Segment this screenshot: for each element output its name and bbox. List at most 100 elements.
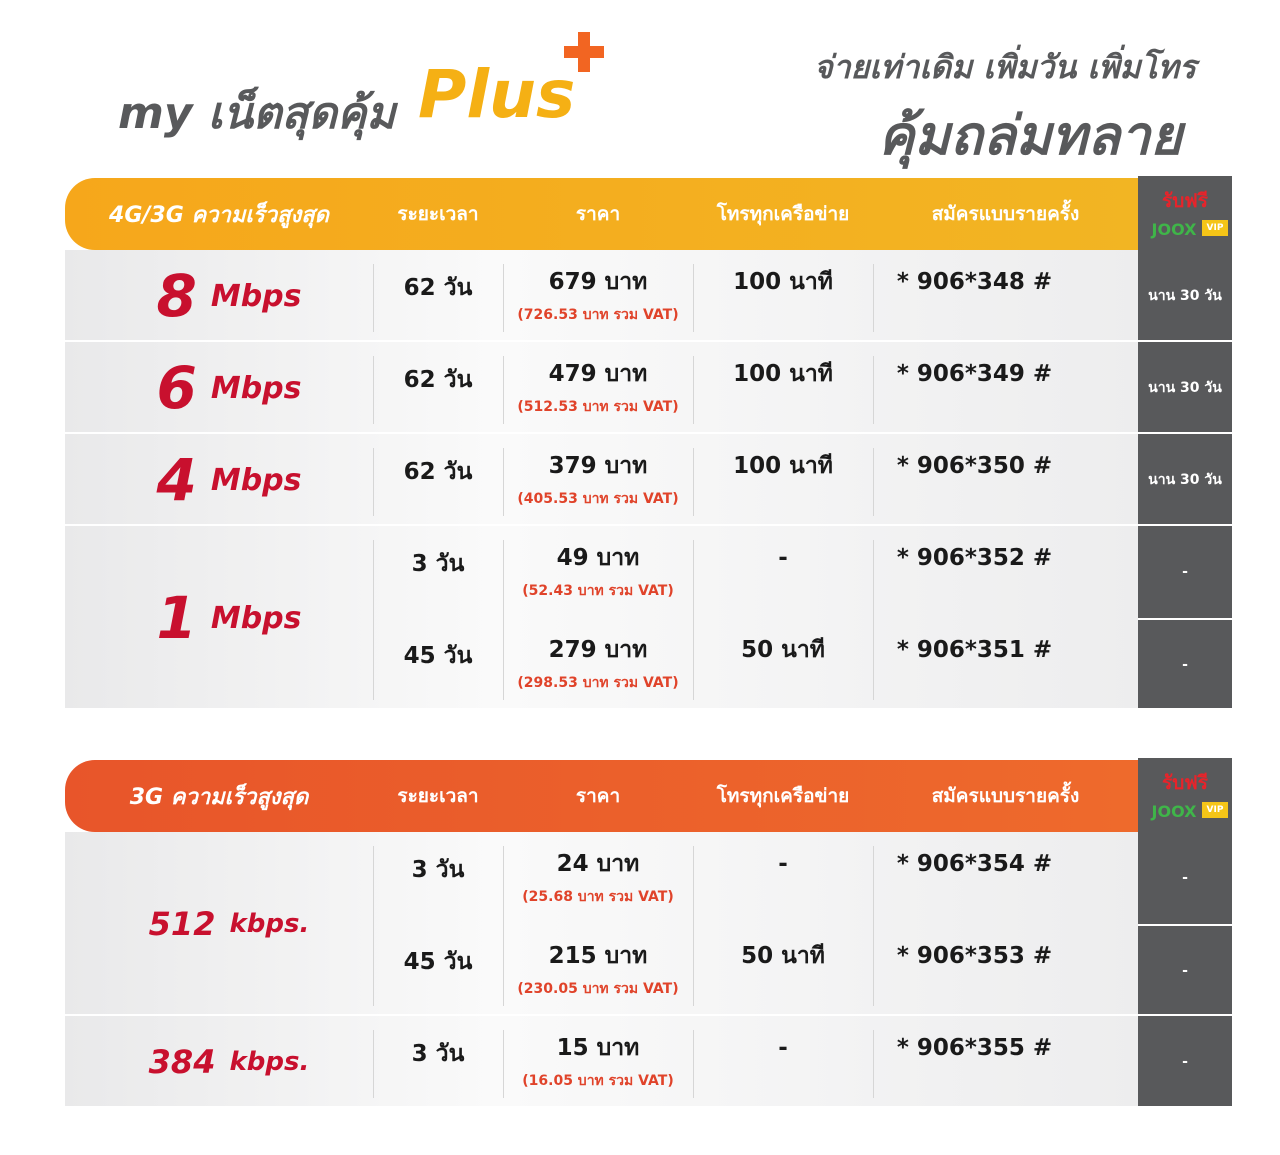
column-divider	[373, 448, 374, 516]
calls: 100 นาที	[733, 453, 833, 479]
speed: 512 kbps.	[105, 832, 353, 1016]
joox-cell-bg	[1138, 250, 1232, 342]
column-title: ระยะเวลา	[397, 203, 479, 225]
joox-cell: -	[1138, 618, 1232, 710]
column-title: โทรทุกเครือข่าย	[716, 785, 850, 807]
joox-cell: นาน 30 วัน	[1148, 380, 1222, 396]
column-divider	[373, 846, 374, 1006]
code: * 906*354 #	[896, 851, 1053, 877]
column-divider	[873, 356, 874, 424]
slogan: คุ้มถล่มทลาย	[878, 104, 1182, 167]
column-divider	[693, 1030, 694, 1098]
joox-tier: VIP	[1202, 802, 1228, 818]
joox-cell-bg	[1138, 1016, 1232, 1108]
column-divider	[873, 448, 874, 516]
price-vat: (25.68 บาท รวม VAT)	[522, 889, 674, 905]
price: 49 บาท	[556, 545, 640, 571]
joox-tier: VIP	[1202, 220, 1228, 236]
column-divider	[373, 540, 374, 700]
code: * 906*350 #	[896, 453, 1053, 479]
price-vat: (16.05 บาท รวม VAT)	[522, 1073, 674, 1089]
column-divider	[693, 264, 694, 332]
column-divider	[373, 264, 374, 332]
row-bg	[65, 250, 1138, 342]
code: * 906*353 #	[896, 943, 1053, 969]
speed-unit: Mbps	[210, 600, 302, 636]
speed-title: 3G ความเร็วสูงสุด	[129, 784, 309, 810]
column-title: สมัครแบบรายครั้ง	[931, 785, 1080, 807]
column-divider	[693, 356, 694, 424]
calls: 50 นาที	[741, 943, 825, 969]
calls: -	[778, 545, 788, 571]
table-header	[65, 760, 1138, 832]
speed: 8 Mbps	[105, 250, 353, 342]
calls: -	[778, 851, 788, 877]
calls: 50 นาที	[741, 637, 825, 663]
speed: 4 Mbps	[105, 434, 353, 526]
column-divider	[373, 1030, 374, 1098]
duration: 3 วัน	[411, 1041, 465, 1067]
speed-title: 4G/3G ความเร็วสูงสุด	[109, 202, 329, 228]
price-vat: (512.53 บาท รวม VAT)	[517, 399, 679, 415]
joox-cell: -	[1182, 1054, 1188, 1070]
column-title: โทรทุกเครือข่าย	[716, 203, 850, 225]
column-divider	[373, 356, 374, 424]
calls: 100 นาที	[733, 361, 833, 387]
speed: 384 kbps.	[105, 1016, 353, 1108]
speed-number: 1	[156, 584, 197, 652]
table-header	[65, 178, 1138, 250]
speed-number: 4	[156, 446, 197, 514]
price: 15 บาท	[556, 1035, 640, 1061]
joox-cell-bg	[1138, 434, 1232, 526]
code: * 906*348 #	[896, 269, 1053, 295]
duration: 45 วัน	[403, 949, 473, 975]
duration: 62 วัน	[403, 459, 473, 485]
joox-free: รับฟรี	[1162, 190, 1208, 212]
column-title: สมัครแบบรายครั้ง	[931, 203, 1080, 225]
speed-unit: kbps.	[229, 1047, 310, 1077]
speed: 6 Mbps	[105, 342, 353, 434]
price: 479 บาท	[548, 361, 648, 387]
price: 24 บาท	[556, 851, 640, 877]
brand: my เน็ตสุดคุ้ม	[118, 88, 396, 139]
joox-cell: นาน 30 วัน	[1148, 472, 1222, 488]
duration: 3 วัน	[411, 857, 465, 883]
column-divider	[503, 356, 504, 424]
joox-cell: -	[1138, 924, 1232, 1016]
column-divider	[503, 1030, 504, 1098]
column-title: ระยะเวลา	[397, 785, 479, 807]
duration: 45 วัน	[403, 643, 473, 669]
joox-cell: -	[1182, 564, 1188, 580]
speed-unit: Mbps	[210, 462, 302, 498]
joox-free: รับฟรี	[1162, 772, 1208, 794]
price-vat: (726.53 บาท รวม VAT)	[517, 307, 679, 323]
row-bg	[65, 342, 1138, 434]
speed-number: 384	[148, 1043, 216, 1081]
speed-number: 6	[156, 354, 197, 422]
joox-cell: นาน 30 วัน	[1148, 288, 1222, 304]
speed-number: 8	[156, 262, 197, 330]
price-vat: (52.43 บาท รวม VAT)	[522, 583, 674, 599]
code: * 906*355 #	[896, 1035, 1053, 1061]
price: 215 บาท	[548, 943, 648, 969]
column-divider	[503, 264, 504, 332]
price: 679 บาท	[548, 269, 648, 295]
column-divider	[693, 448, 694, 516]
row-bg	[65, 1016, 1138, 1108]
duration: 3 วัน	[411, 551, 465, 577]
speed-number: 512	[148, 905, 216, 943]
column-title: ราคา	[575, 785, 621, 807]
price-vat: (230.05 บาท รวม VAT)	[517, 981, 679, 997]
code: * 906*349 #	[896, 361, 1053, 387]
column-divider	[503, 448, 504, 516]
joox-cell-bg	[1138, 342, 1232, 434]
joox-cell: -	[1182, 870, 1188, 886]
column-divider	[503, 540, 504, 700]
calls: 100 นาที	[733, 269, 833, 295]
speed-unit: kbps.	[229, 909, 310, 939]
price-vat: (298.53 บาท รวม VAT)	[517, 675, 679, 691]
speed-unit: Mbps	[210, 278, 302, 314]
speed-unit: Mbps	[210, 370, 302, 406]
row-bg	[65, 434, 1138, 526]
